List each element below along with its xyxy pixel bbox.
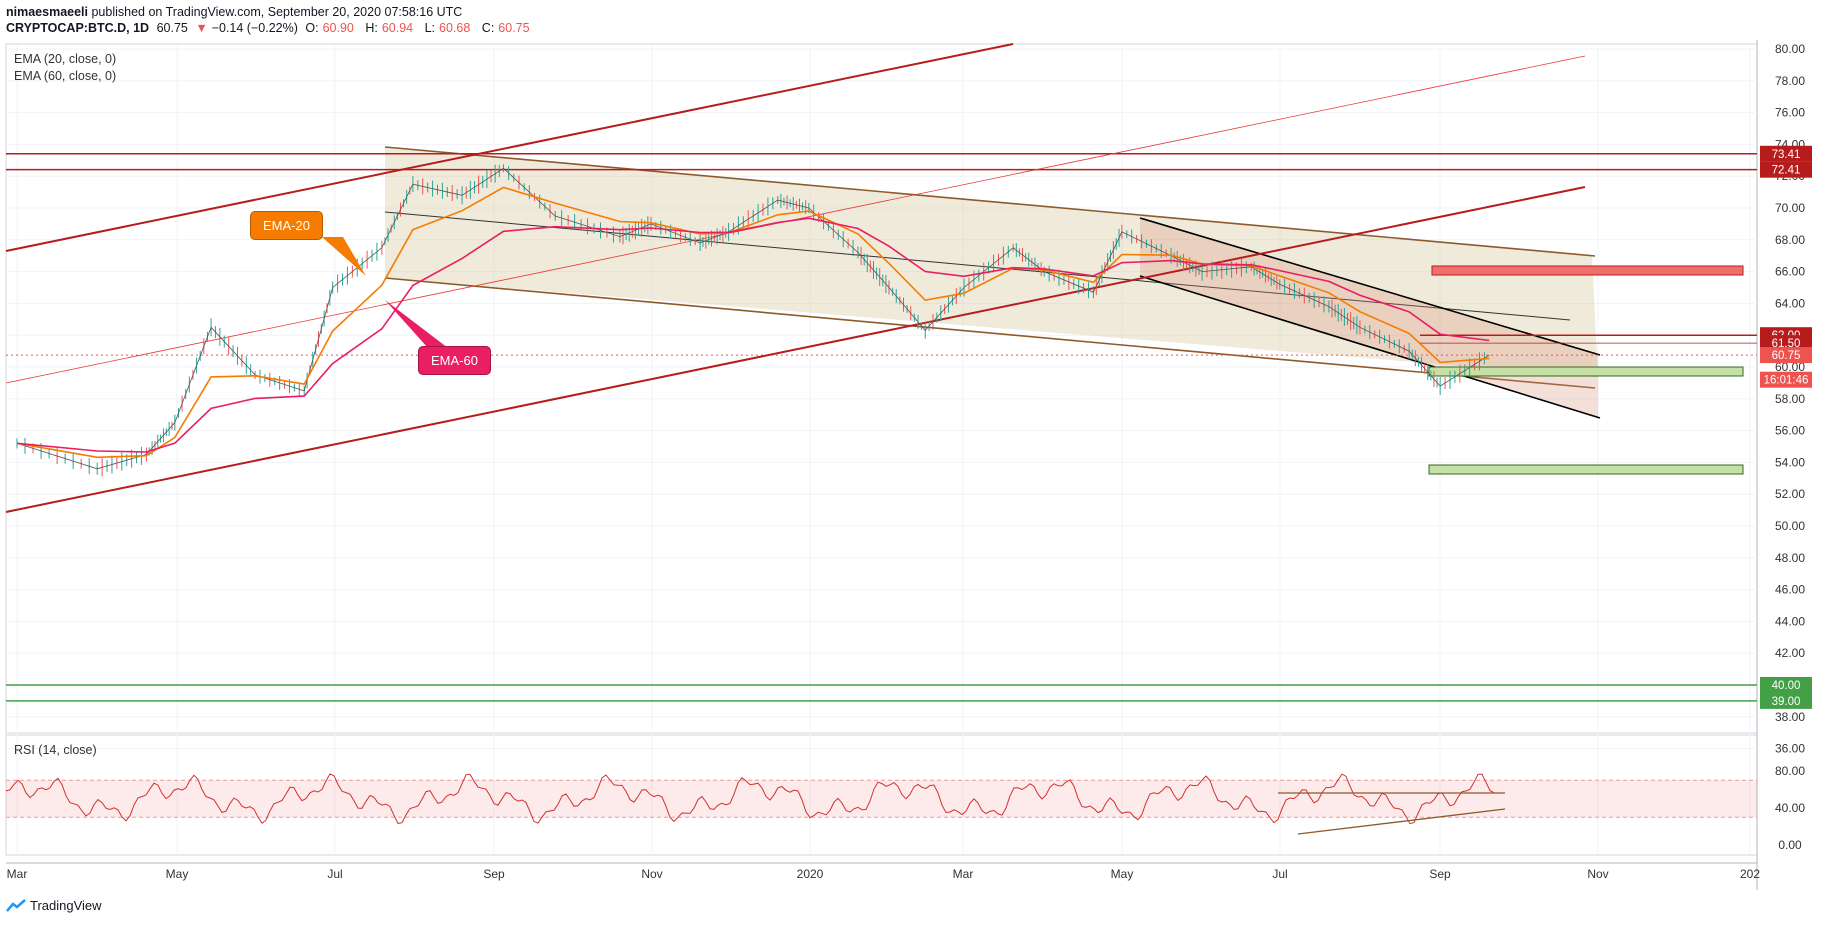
y-tick-label: 44.00	[1775, 614, 1805, 628]
published-info: published on TradingView.com, September …	[88, 5, 463, 19]
rsi-legend[interactable]: RSI (14, close)	[14, 743, 97, 757]
footer-brand[interactable]: TradingView	[6, 898, 102, 913]
y-tick-label: 70.00	[1775, 201, 1805, 215]
open-value: 60.90	[322, 21, 354, 35]
tradingview-logo-icon	[6, 898, 26, 912]
rsi-tick-label: 40.00	[1775, 801, 1805, 815]
price-label-box	[1760, 145, 1812, 162]
y-tick-label: 80.00	[1775, 42, 1805, 56]
x-tick-label: Mar	[7, 867, 28, 881]
ema20-legend[interactable]: EMA (20, close, 0)	[14, 52, 117, 66]
channel-bottom	[384, 277, 1596, 389]
ema60-line	[16, 217, 1490, 453]
y-tick-label: 78.00	[1775, 74, 1805, 88]
low-label: L:	[424, 21, 436, 35]
ema20-callout[interactable]: EMA-20	[250, 211, 323, 240]
chart-header: nimaesmaeeli published on TradingView.co…	[6, 4, 538, 36]
rsi-support	[1297, 808, 1506, 835]
price-line	[16, 167, 1490, 470]
y-tick-label: 66.00	[1775, 265, 1805, 279]
price-label-text: 73.41	[1772, 149, 1801, 161]
ema60-callout[interactable]: EMA-60	[418, 346, 491, 375]
rsi-tick-label: 80.00	[1775, 764, 1805, 778]
close-label: C:	[481, 21, 495, 35]
y-tick-label: 46.00	[1775, 583, 1805, 597]
price-label-text: 60.75	[1772, 350, 1801, 362]
close-value: 60.75	[498, 21, 530, 35]
x-tick-label: 2020	[797, 867, 824, 881]
y-tick-label: 76.00	[1775, 106, 1805, 120]
ema60-callout-pointer	[385, 300, 448, 348]
y-tick-label: 38.00	[1775, 710, 1805, 724]
rsi-band	[6, 780, 1757, 818]
price-label-box	[1760, 161, 1812, 178]
high-label: H:	[365, 21, 378, 35]
open-label: O:	[305, 21, 319, 35]
price-label-box	[1760, 692, 1812, 709]
price-label-text: 16:01:46	[1764, 375, 1809, 387]
descending-channel	[385, 147, 1598, 377]
change-arrow-icon: ▼	[195, 21, 208, 35]
x-tick-label: 202	[1740, 867, 1760, 881]
resistance-zone	[1431, 265, 1744, 276]
y-tick-label: 64.00	[1775, 296, 1805, 310]
publisher-name[interactable]: nimaesmaeeli	[6, 5, 88, 19]
x-tick-label: May	[166, 867, 189, 881]
wedge-top	[1139, 217, 1601, 356]
support-zone	[1428, 464, 1744, 475]
x-tick-label: Nov	[641, 867, 662, 881]
low-value: 60.68	[439, 21, 471, 35]
y-tick-label: 54.00	[1775, 455, 1805, 469]
rsi-line	[5, 773, 1495, 825]
price-label-text: 72.41	[1772, 165, 1801, 177]
trend-line-upper	[5, 43, 1014, 252]
high-value: 60.94	[381, 21, 414, 35]
trend-line-lower	[5, 186, 1586, 513]
price-label-text: 39.00	[1772, 696, 1801, 708]
x-tick-label: Sep	[1429, 867, 1451, 881]
main-pane	[5, 43, 1758, 734]
ema20-line	[16, 186, 1490, 459]
y-tick-label: 58.00	[1775, 392, 1805, 406]
price-change: −0.14 (−0.22%)	[211, 21, 298, 35]
y-tick-label: 60.00	[1775, 360, 1805, 374]
y-tick-label: 48.00	[1775, 551, 1805, 565]
x-tick-label: Jul	[327, 867, 342, 881]
rsi-tick-label: 0.00	[1778, 838, 1802, 852]
y-tick-label: 36.00	[1775, 742, 1805, 756]
channel-midline	[384, 211, 1571, 321]
symbol-title: CRYPTOCAP:BTC.D, 1D	[6, 21, 150, 35]
ema20-callout-pointer	[322, 237, 366, 276]
y-tick-label: 68.00	[1775, 233, 1805, 247]
ema60-legend[interactable]: EMA (60, close, 0)	[14, 69, 117, 83]
x-tick-label: Sep	[483, 867, 505, 881]
price-label-box	[1760, 347, 1812, 364]
price-label-box	[1760, 371, 1812, 388]
brand-name: TradingView	[30, 898, 102, 913]
price-label-box	[1760, 677, 1812, 693]
support-zone	[1428, 366, 1744, 377]
x-tick-label: Nov	[1587, 867, 1608, 881]
channel-top	[384, 146, 1596, 257]
y-tick-label: 42.00	[1775, 646, 1805, 660]
y-tick-label: 56.00	[1775, 424, 1805, 438]
y-tick-label: 50.00	[1775, 519, 1805, 533]
price-label-text: 40.00	[1772, 680, 1801, 692]
y-tick-label: 52.00	[1775, 487, 1805, 501]
x-tick-label: Jul	[1272, 867, 1287, 881]
x-tick-label: Mar	[953, 867, 974, 881]
wedge-bottom	[1139, 275, 1601, 419]
x-tick-label: May	[1111, 867, 1134, 881]
last-price: 60.75	[156, 21, 188, 35]
